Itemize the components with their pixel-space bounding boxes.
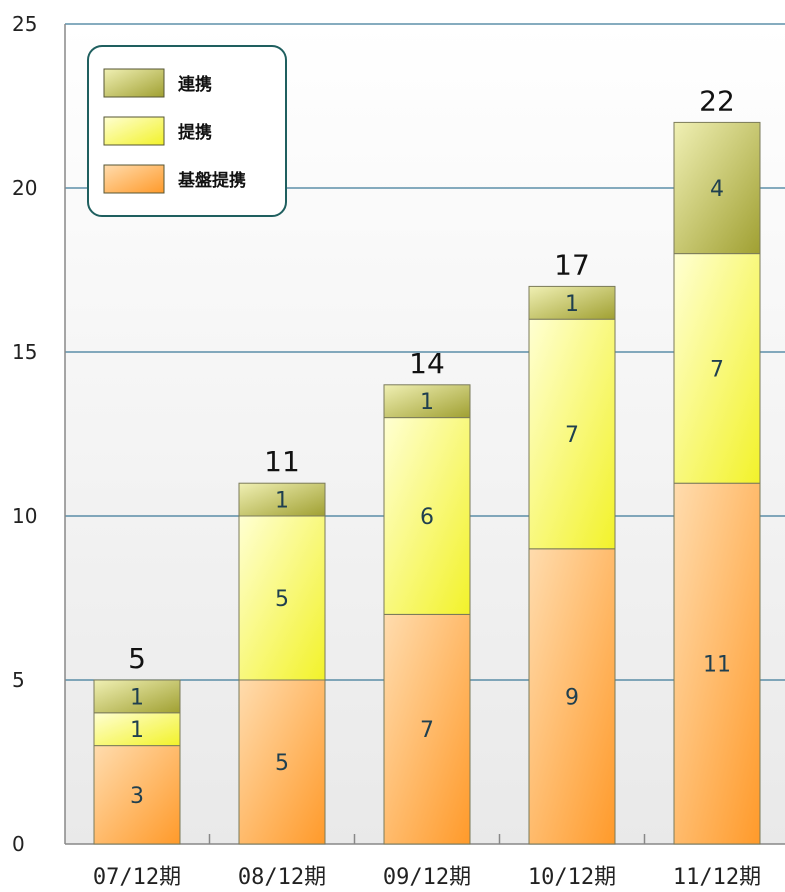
total-value-label: 11: [264, 445, 300, 478]
y-axis-ticks: 0 5 10 15 20 25: [12, 12, 37, 856]
bar-segment: [383, 384, 471, 419]
segment-value-label: 9: [565, 685, 579, 710]
x-tick-label: 10/12期: [528, 865, 616, 890]
total-value-label: 22: [699, 84, 735, 117]
segment-value-label: 1: [275, 489, 289, 514]
legend-label: 提携: [178, 122, 212, 142]
y-tick-label: 5: [12, 668, 25, 692]
bar-segment: [238, 482, 326, 517]
legend-label: 連携: [178, 74, 212, 94]
bar-segment: [238, 679, 326, 845]
segment-value-label: 7: [565, 423, 579, 448]
segment-value-label: 1: [565, 292, 579, 317]
segment-value-label: 7: [420, 718, 434, 743]
x-tick-label: 07/12期: [93, 865, 181, 890]
y-tick-label: 15: [12, 340, 37, 364]
segment-value-label: 4: [710, 177, 724, 202]
x-tick-label: 08/12期: [238, 865, 326, 890]
y-tick-label: 20: [12, 176, 37, 200]
bar-segment: [528, 548, 616, 845]
segment-value-label: 5: [275, 587, 289, 612]
y-tick-label: 25: [12, 12, 37, 36]
x-axis-ticks: 07/12期 08/12期 09/12期 10/12期 11/12期: [93, 834, 761, 890]
bar-segment: [673, 482, 761, 845]
segment-value-label: 3: [130, 784, 144, 809]
legend-swatch: [103, 164, 165, 194]
segment-value-label: 6: [420, 505, 434, 530]
bar-segment: [528, 285, 616, 320]
segment-value-label: 11: [703, 653, 731, 678]
x-tick-label: 11/12期: [673, 865, 761, 890]
segment-value-label: 1: [130, 718, 144, 743]
bar-segment: [238, 515, 326, 681]
bar-segment: [93, 679, 181, 714]
bar-segment: [93, 712, 181, 747]
total-value-label: 14: [409, 347, 445, 380]
bar-segment: [383, 613, 471, 845]
bar-segment: [673, 253, 761, 484]
y-tick-label: 10: [12, 504, 37, 528]
legend-label: 基盤提携: [177, 170, 246, 190]
y-tick-label: 0: [12, 832, 25, 856]
x-tick-label: 09/12期: [383, 865, 471, 890]
bar-segment: [528, 318, 616, 550]
segment-value-label: 1: [420, 390, 434, 415]
legend-swatch: [103, 116, 165, 146]
bar-segment: [383, 417, 471, 615]
total-value-label: 5: [128, 642, 146, 675]
segment-value-label: 1: [130, 685, 144, 710]
segment-value-label: 7: [710, 357, 724, 382]
bar-segment: [673, 121, 761, 255]
segment-value-label: 5: [275, 751, 289, 776]
legend-swatch: [103, 68, 165, 98]
total-value-label: 17: [554, 248, 590, 281]
